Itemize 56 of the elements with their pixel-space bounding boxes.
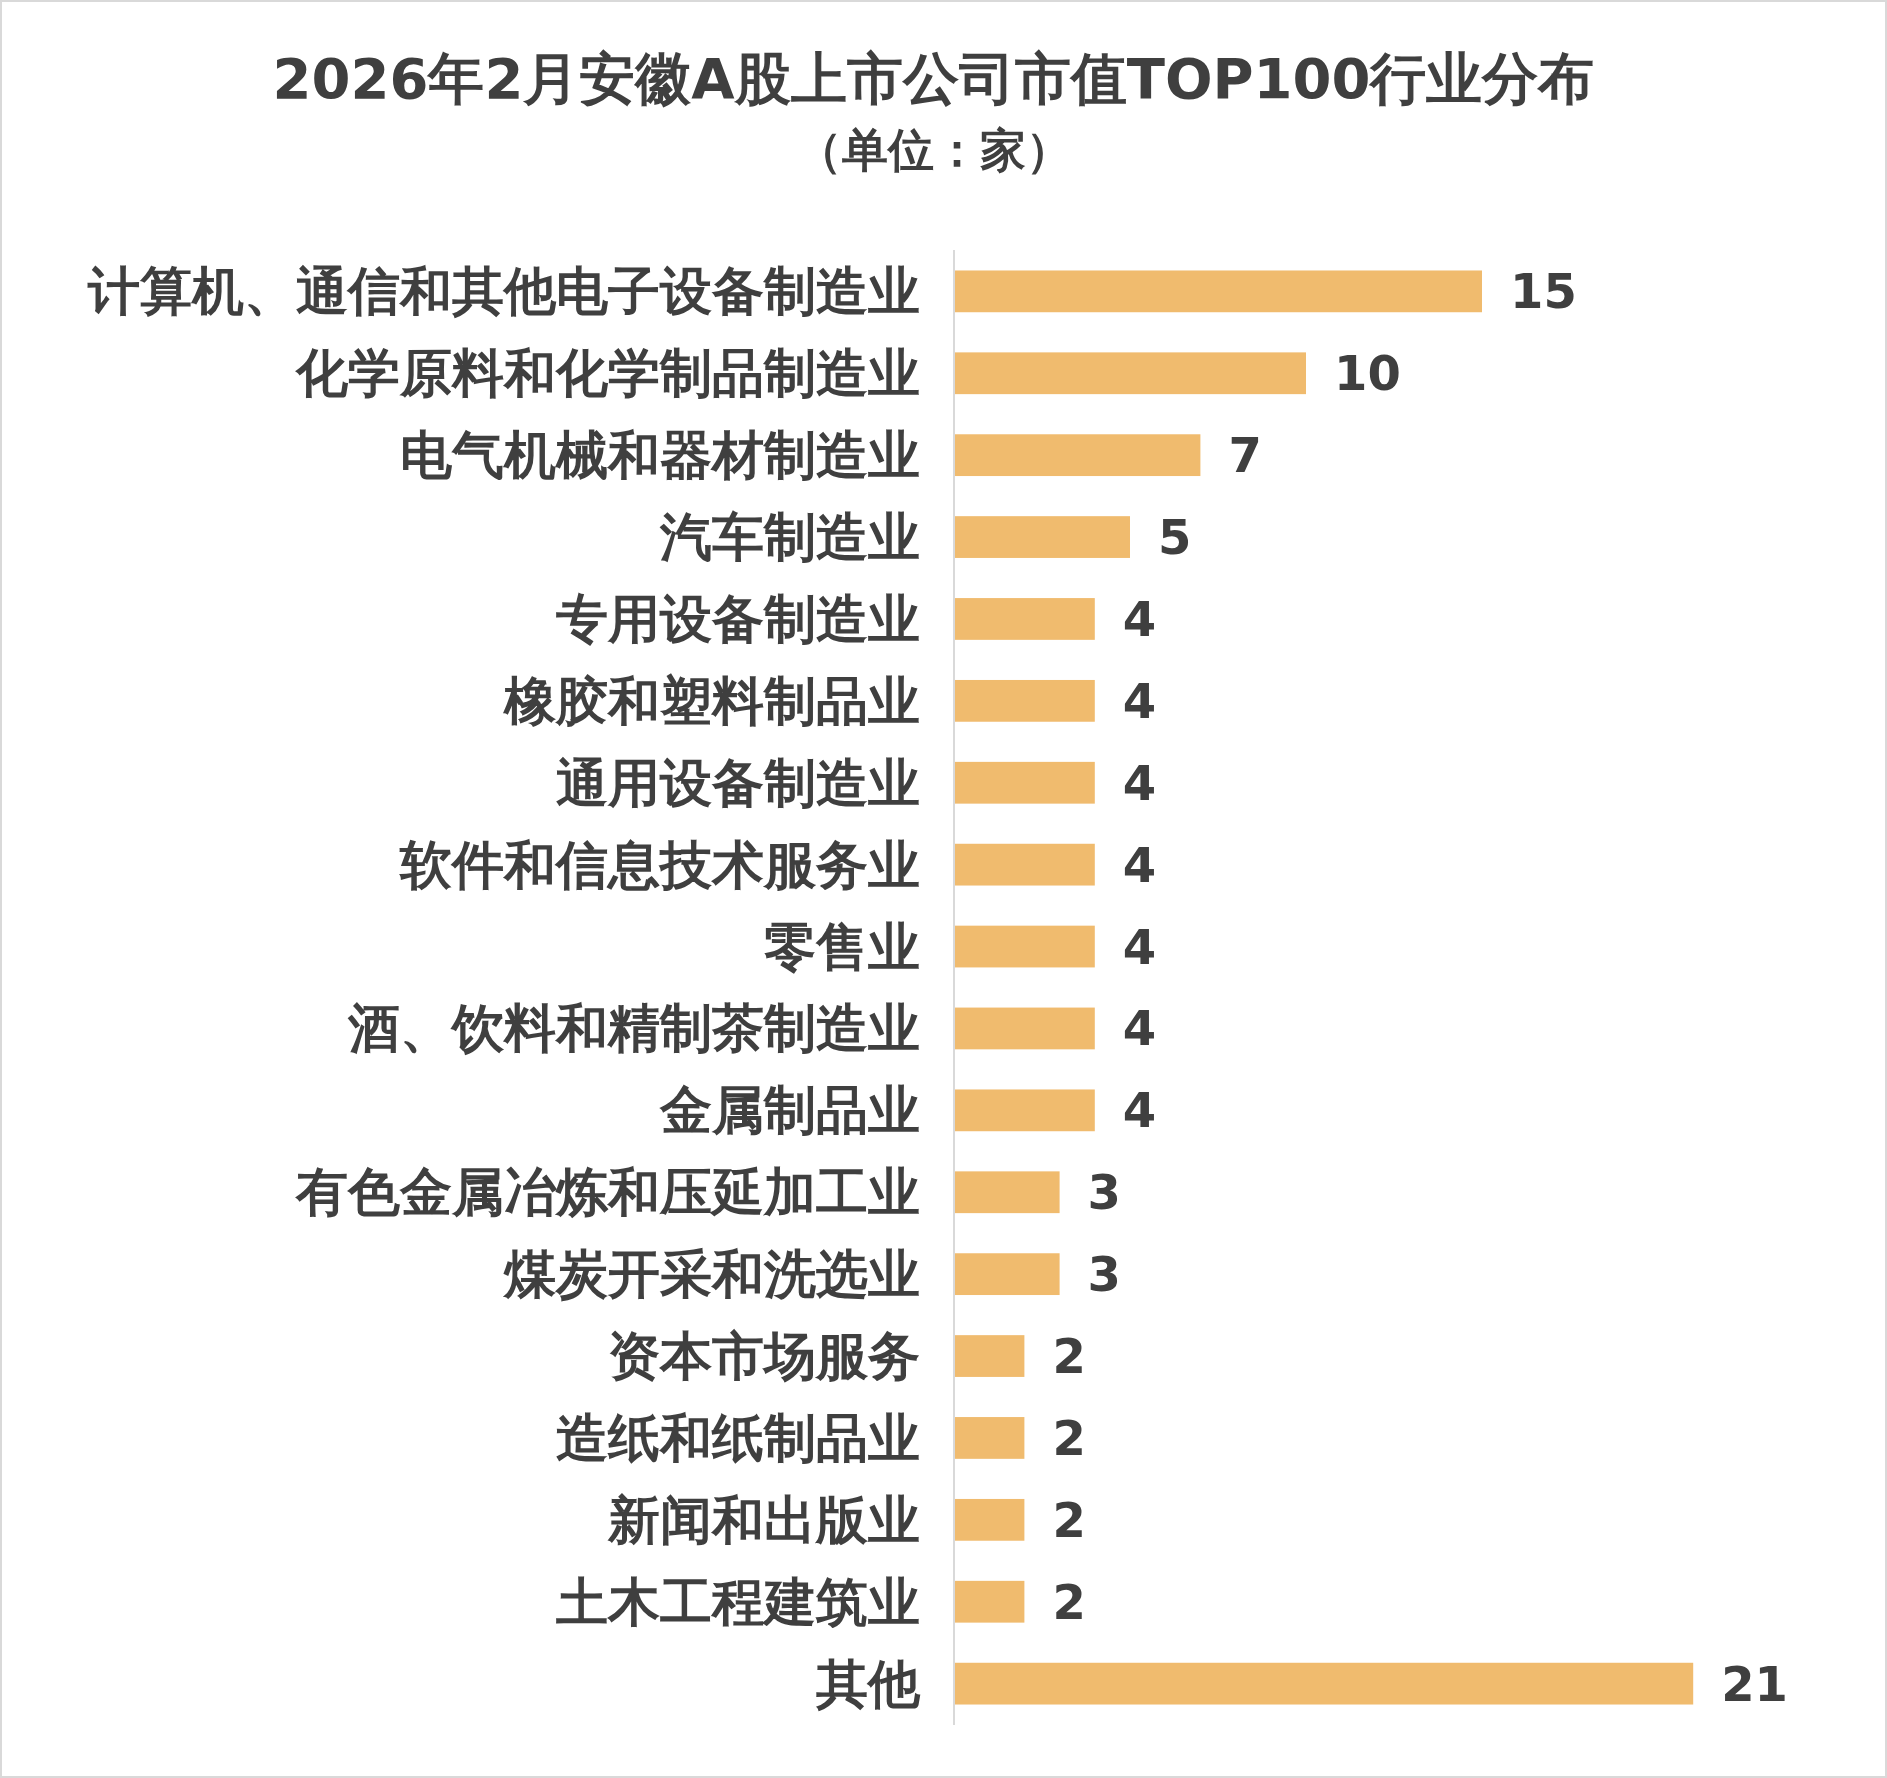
y-tick-label: 通用设备制造业 bbox=[556, 752, 920, 813]
bar bbox=[954, 679, 1095, 722]
data-label: 2 bbox=[1052, 1491, 1086, 1548]
data-label: 4 bbox=[1122, 918, 1157, 975]
data-label: 4 bbox=[1122, 1082, 1157, 1139]
bar bbox=[954, 1007, 1095, 1050]
bar bbox=[954, 1580, 1025, 1623]
y-tick-label: 金属制品业 bbox=[659, 1080, 920, 1141]
y-tick-label: 软件和信息技术服务业 bbox=[399, 834, 920, 895]
bar bbox=[954, 1171, 1060, 1214]
y-tick-label: 造纸和纸制品业 bbox=[556, 1407, 920, 1468]
data-label: 2 bbox=[1052, 1409, 1086, 1466]
data-label: 3 bbox=[1087, 1246, 1122, 1303]
data-label: 2 bbox=[1052, 1328, 1086, 1385]
bar bbox=[954, 434, 1201, 477]
data-label: 21 bbox=[1721, 1655, 1788, 1712]
bar bbox=[954, 598, 1095, 640]
y-tick-label: 计算机、通信和其他电子设备制造业 bbox=[87, 261, 920, 322]
data-label: 3 bbox=[1087, 1164, 1122, 1221]
bar bbox=[954, 843, 1095, 886]
y-tick-label: 土木工程建筑业 bbox=[556, 1571, 920, 1632]
y-tick-label: 资本市场服务 bbox=[608, 1326, 920, 1387]
chart-subtitle: （单位：家） bbox=[795, 123, 1072, 177]
data-label: 4 bbox=[1122, 672, 1157, 729]
y-tick-label: 新闻和出版业 bbox=[607, 1489, 920, 1550]
bar bbox=[954, 1498, 1025, 1541]
y-tick-label: 化学原料和化学制品制造业 bbox=[295, 343, 920, 404]
bar bbox=[954, 516, 1130, 558]
chart-title: 2026年2月安徽A股上市公司市值TOP100行业分布 bbox=[272, 45, 1595, 111]
bar bbox=[954, 1253, 1060, 1296]
y-tick-label: 酒、饮料和精制茶制造业 bbox=[347, 998, 920, 1059]
data-label: 4 bbox=[1122, 754, 1157, 811]
bar bbox=[954, 925, 1095, 968]
bar bbox=[954, 352, 1306, 395]
y-tick-label: 汽车制造业 bbox=[659, 507, 920, 568]
data-label: 10 bbox=[1334, 345, 1401, 402]
data-label: 5 bbox=[1158, 509, 1192, 566]
data-label: 2 bbox=[1052, 1573, 1086, 1630]
y-tick-label: 零售业 bbox=[764, 916, 920, 977]
data-label: 4 bbox=[1122, 836, 1157, 893]
bar bbox=[954, 270, 1482, 313]
data-label: 15 bbox=[1510, 263, 1577, 320]
data-label: 4 bbox=[1122, 590, 1157, 647]
data-label: 4 bbox=[1122, 1000, 1157, 1057]
data-label: 7 bbox=[1228, 427, 1262, 484]
y-tick-label: 煤炭开采和洗选业 bbox=[502, 1244, 920, 1305]
bar bbox=[954, 1417, 1025, 1459]
bar bbox=[954, 1089, 1095, 1132]
bar bbox=[954, 1335, 1025, 1377]
bar bbox=[954, 1662, 1694, 1705]
bar bbox=[954, 761, 1095, 804]
y-tick-label: 橡胶和塑料制品业 bbox=[502, 670, 920, 731]
y-tick-label: 有色金属冶炼和压延加工业 bbox=[295, 1162, 920, 1223]
y-tick-label: 电气机械和器材制造业 bbox=[400, 425, 920, 486]
y-tick-label: 专用设备制造业 bbox=[556, 588, 920, 649]
y-tick-label: 其他 bbox=[815, 1653, 921, 1714]
